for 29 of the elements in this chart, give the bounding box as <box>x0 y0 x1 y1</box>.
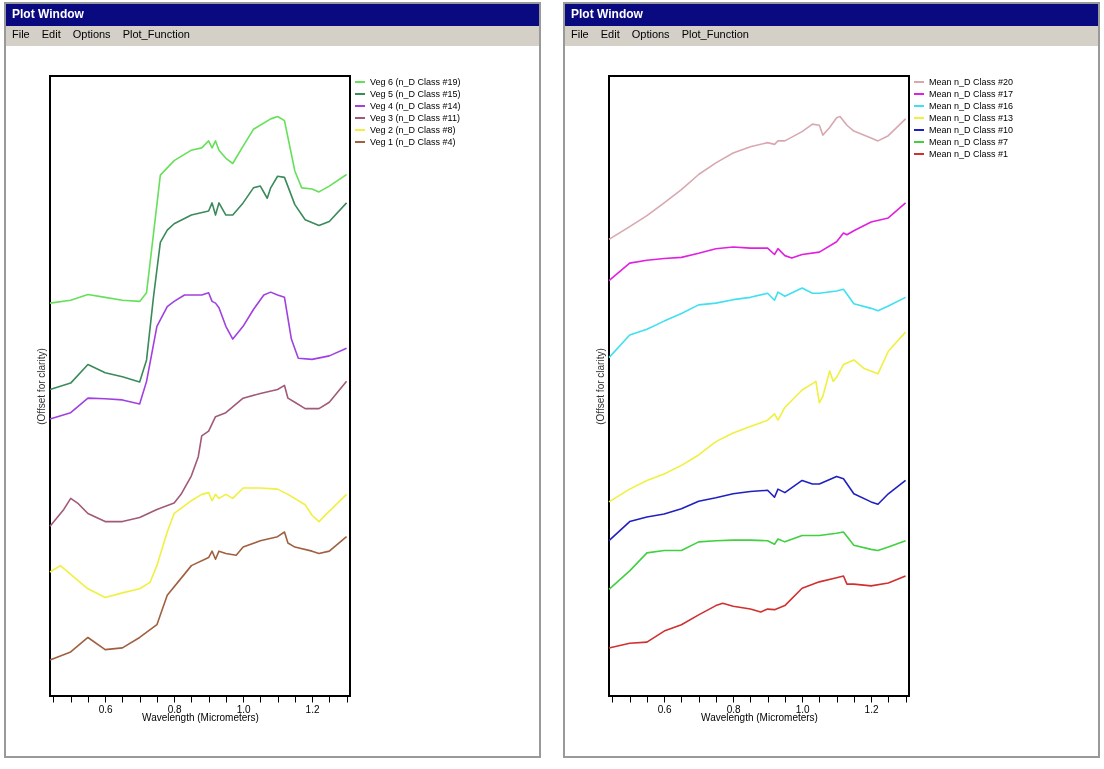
text: Options <box>631 28 670 40</box>
chart-title: Plot Window <box>565 4 1098 26</box>
legend-label: Veg 2 (n_D Class #8) <box>370 125 456 135</box>
text: Edit <box>41 28 61 40</box>
text: Plot_Function <box>122 28 190 40</box>
legend-label: Veg 3 (n_D Class #11) <box>370 113 460 123</box>
legend-label: Mean n_D Class #16 <box>929 101 1014 111</box>
text: Edit <box>600 28 620 40</box>
chart-title: Plot Window <box>6 4 539 26</box>
text: Plot_Function <box>681 28 749 40</box>
x-tick-label: 0.6 <box>657 703 673 715</box>
legend-label: Mean n_D Class #10 <box>929 125 1014 135</box>
legend-label: Mean n_D Class #17 <box>929 89 1014 99</box>
text: File <box>12 28 30 40</box>
legend-label: Veg 5 (n_D Class #15) <box>370 89 461 99</box>
legend-label: Veg 1 (n_D Class #4) <box>370 137 456 147</box>
x-tick-label: 0.6 <box>98 703 114 715</box>
legend-label: Mean n_D Class #13 <box>929 113 1014 123</box>
legend-label: Mean n_D Class #7 <box>929 137 1009 147</box>
text: File <box>571 28 589 40</box>
y-axis-title: (Offset for clarity) <box>594 348 606 425</box>
legend-label: Veg 4 (n_D Class #14) <box>370 101 461 111</box>
legend-label: Veg 6 (n_D Class #19) <box>370 77 461 87</box>
text: Options <box>72 28 111 40</box>
x-tick-label: 1.2 <box>864 703 879 715</box>
x-tick-label: 1.2 <box>305 703 320 715</box>
y-axis-title: (Offset for clarity) <box>35 348 47 425</box>
legend-label: Mean n_D Class #20 <box>929 77 1014 87</box>
legend-label: Mean n_D Class #1 <box>929 149 1009 159</box>
